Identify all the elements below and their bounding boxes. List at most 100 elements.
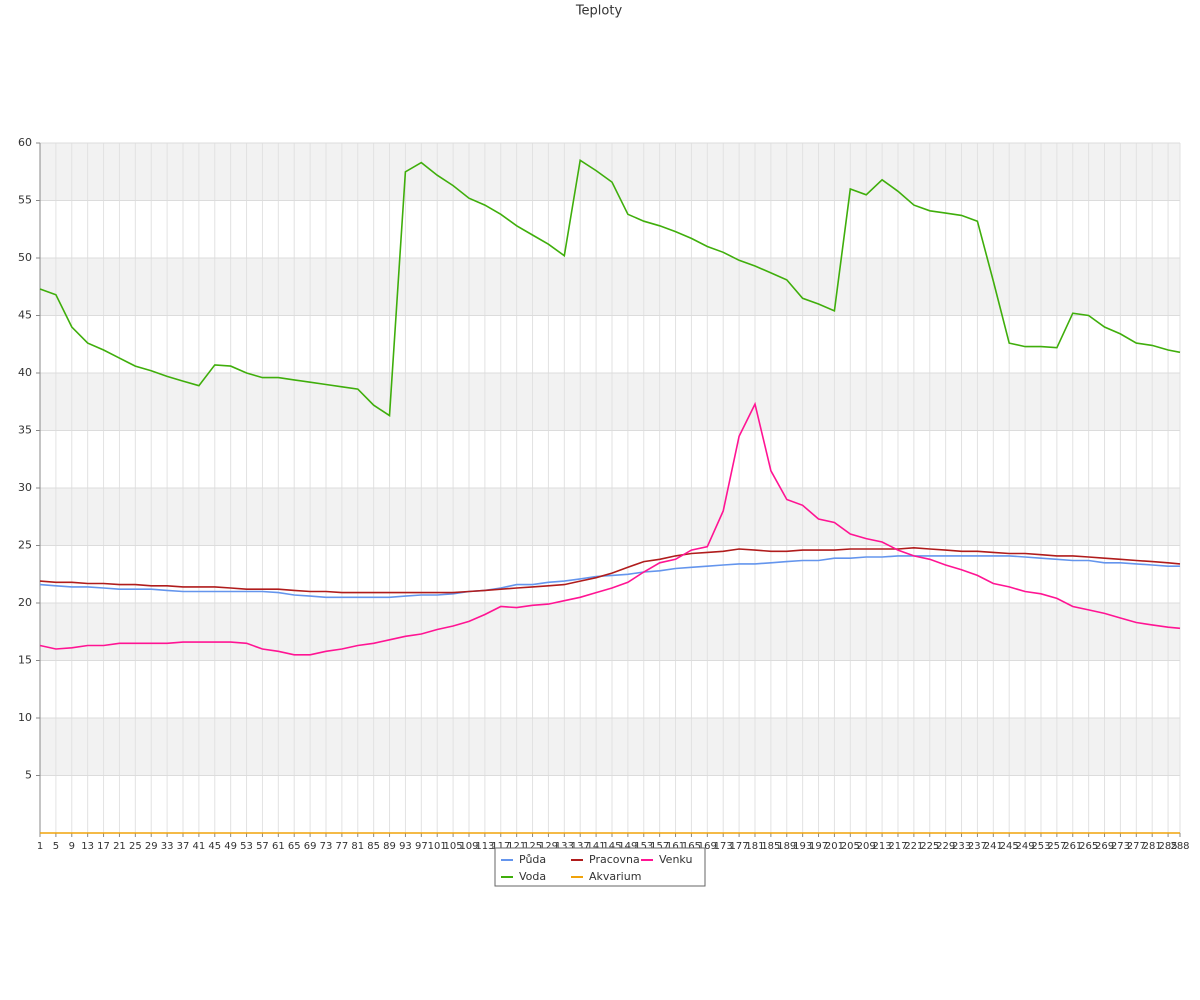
x-tick-label: 237 xyxy=(968,841,987,852)
grid-band xyxy=(40,603,1180,661)
grid-band xyxy=(40,718,1180,776)
x-tick-label: 213 xyxy=(873,841,892,852)
x-tick-label: 73 xyxy=(320,841,333,852)
x-tick-label: 137 xyxy=(571,841,590,852)
x-tick-label: 165 xyxy=(682,841,701,852)
x-tick-label: 241 xyxy=(984,841,1003,852)
x-tick-label: 69 xyxy=(304,841,317,852)
x-tick-label: 225 xyxy=(920,841,939,852)
x-tick-label: 109 xyxy=(459,841,478,852)
x-tick-label: 45 xyxy=(208,841,221,852)
x-tick-label: 37 xyxy=(177,841,190,852)
x-tick-label: 85 xyxy=(367,841,380,852)
x-tick-label: 233 xyxy=(952,841,971,852)
grid-band xyxy=(40,143,1180,201)
x-tick-label: 153 xyxy=(634,841,653,852)
x-tick-label: 288 xyxy=(1170,841,1189,852)
x-tick-label: 197 xyxy=(809,841,828,852)
y-tick-label: 30 xyxy=(18,481,32,494)
x-tick-label: 61 xyxy=(272,841,285,852)
x-tick-label: 177 xyxy=(730,841,749,852)
x-tick-label: 157 xyxy=(650,841,669,852)
x-tick-label: 281 xyxy=(1143,841,1162,852)
x-tick-label: 21 xyxy=(113,841,126,852)
x-tick-label: 1 xyxy=(37,841,43,852)
x-tick-label: 169 xyxy=(698,841,717,852)
x-tick-label: 205 xyxy=(841,841,860,852)
x-tick-label: 201 xyxy=(825,841,844,852)
legend-label: Voda xyxy=(519,870,546,883)
x-tick-label: 133 xyxy=(555,841,574,852)
x-tick-label: 129 xyxy=(539,841,558,852)
x-tick-label: 185 xyxy=(761,841,780,852)
x-tick-label: 181 xyxy=(745,841,764,852)
y-tick-label: 10 xyxy=(18,711,32,724)
x-tick-label: 209 xyxy=(857,841,876,852)
x-tick-label: 265 xyxy=(1079,841,1098,852)
legend-label: Venku xyxy=(659,853,692,866)
x-tick-label: 161 xyxy=(666,841,685,852)
grid-band xyxy=(40,775,1180,833)
grid-band xyxy=(40,660,1180,718)
x-tick-label: 93 xyxy=(399,841,412,852)
grid-band xyxy=(40,488,1180,546)
x-tick-label: 25 xyxy=(129,841,142,852)
x-tick-label: 33 xyxy=(161,841,174,852)
x-tick-label: 249 xyxy=(1016,841,1035,852)
x-tick-label: 277 xyxy=(1127,841,1146,852)
y-tick-label: 5 xyxy=(25,769,32,782)
x-tick-label: 121 xyxy=(507,841,526,852)
y-tick-label: 40 xyxy=(18,366,32,379)
x-tick-label: 221 xyxy=(904,841,923,852)
y-tick-label: 35 xyxy=(18,424,32,437)
grid-band xyxy=(40,315,1180,373)
x-tick-label: 269 xyxy=(1095,841,1114,852)
x-tick-label: 141 xyxy=(587,841,606,852)
x-tick-label: 217 xyxy=(888,841,907,852)
x-tick-label: 105 xyxy=(444,841,463,852)
x-tick-label: 145 xyxy=(602,841,621,852)
x-tick-label: 9 xyxy=(69,841,75,852)
x-tick-label: 101 xyxy=(428,841,447,852)
legend-label: Akvarium xyxy=(589,870,641,883)
x-tick-label: 229 xyxy=(936,841,955,852)
x-tick-label: 173 xyxy=(714,841,733,852)
x-tick-label: 189 xyxy=(777,841,796,852)
x-tick-label: 285 xyxy=(1159,841,1178,852)
x-tick-label: 193 xyxy=(793,841,812,852)
y-tick-label: 50 xyxy=(18,251,32,264)
x-tick-label: 245 xyxy=(1000,841,1019,852)
grid-band xyxy=(40,200,1180,258)
series-line xyxy=(39,401,1181,656)
x-tick-label: 89 xyxy=(383,841,396,852)
grid-band xyxy=(40,373,1180,431)
x-tick-label: 257 xyxy=(1047,841,1066,852)
series-line xyxy=(39,555,1180,599)
x-tick-label: 81 xyxy=(351,841,364,852)
series-line xyxy=(39,546,1181,594)
y-tick-label: 60 xyxy=(18,136,32,149)
x-tick-label: 253 xyxy=(1031,841,1050,852)
x-tick-label: 49 xyxy=(224,841,237,852)
y-tick-label: 15 xyxy=(18,654,32,667)
x-tick-label: 53 xyxy=(240,841,253,852)
x-tick-label: 97 xyxy=(415,841,428,852)
x-tick-label: 149 xyxy=(618,841,637,852)
x-tick-label: 125 xyxy=(523,841,542,852)
legend-label: Pracovna xyxy=(589,853,640,866)
series-line xyxy=(39,158,1181,418)
y-tick-label: 20 xyxy=(18,596,32,609)
x-tick-label: 65 xyxy=(288,841,301,852)
x-tick-label: 273 xyxy=(1111,841,1130,852)
x-tick-label: 13 xyxy=(81,841,94,852)
y-tick-label: 25 xyxy=(18,539,32,552)
x-tick-label: 113 xyxy=(475,841,494,852)
x-tick-label: 261 xyxy=(1063,841,1082,852)
x-tick-label: 17 xyxy=(97,841,110,852)
y-tick-label: 55 xyxy=(18,194,32,207)
x-tick-label: 117 xyxy=(491,841,510,852)
chart-title: Teploty xyxy=(575,4,623,19)
grid-band xyxy=(40,430,1180,488)
x-tick-label: 5 xyxy=(53,841,59,852)
